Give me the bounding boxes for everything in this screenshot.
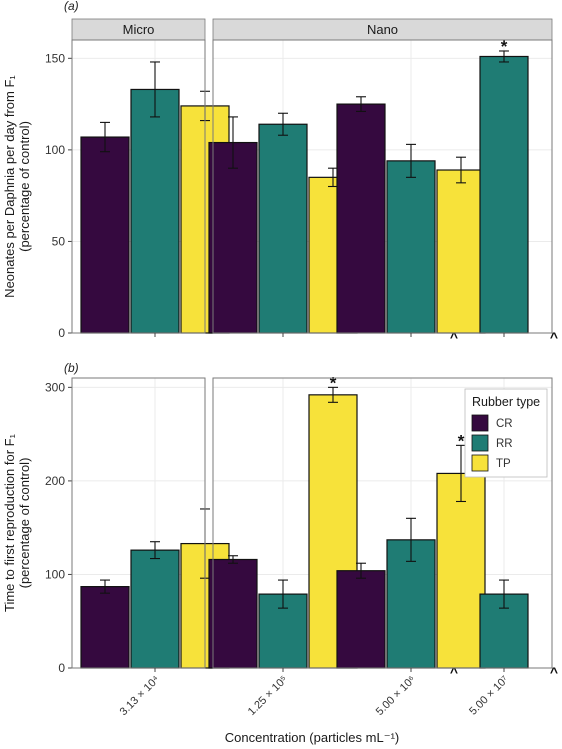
panel-label: (b): [64, 361, 79, 375]
legend-title: Rubber type: [472, 395, 540, 409]
bar-cr-2: [208, 141, 258, 334]
x-axis-title: Concentration (particles mL⁻¹): [225, 730, 399, 745]
bar-cr-3: [336, 570, 386, 669]
y-tick-label: 50: [52, 234, 66, 248]
bar-cr-1: [80, 586, 130, 669]
bar-cr-1: [80, 136, 130, 334]
y-axis-title-line: (percentage of control): [17, 121, 32, 252]
legend-label-cr: CR: [496, 418, 513, 430]
x-tick-label-2: 1.25 × 10⁵: [246, 674, 290, 718]
legend: Rubber type CR RR TP: [464, 388, 548, 478]
y-axis-title-line: Time to first reproduction for F₁: [2, 433, 17, 612]
y-axis-title-line: (percentage of control): [17, 458, 32, 589]
legend-label-rr: RR: [496, 438, 513, 450]
bar-rr-4: [479, 55, 529, 334]
y-tick-label: 200: [45, 474, 65, 488]
legend-label-tp: TP: [496, 458, 511, 470]
facet-strip-label: Micro: [123, 22, 155, 37]
bar-tp-3: [436, 472, 486, 669]
legend-swatch-rr: [471, 434, 489, 452]
significance-marker: *: [330, 373, 337, 392]
y-tick-label: 0: [58, 326, 65, 340]
bar-rr-1: [130, 88, 180, 334]
x-axis: 3.13 × 10⁴ 1.25 × 10⁵ 5.00 × 10⁶ 5.00 × 10⁷…: [118, 673, 511, 745]
bar-rr-2: [258, 123, 308, 334]
panel-frame: [71, 39, 206, 334]
x-tick-label-4: 5.00 × 10⁷: [467, 674, 511, 718]
no-data-marker: ^: [550, 664, 558, 680]
y-axis-title: Time to first reproduction for F₁(percen…: [2, 433, 32, 612]
no-data-marker: ^: [450, 664, 458, 680]
bar-cr-2: [208, 558, 258, 669]
y-axis-title: Neonates per Daphnia per day from F₁(per…: [2, 75, 32, 298]
x-tick-label-1: 3.13 × 10⁴: [118, 673, 163, 718]
facet-strip-label: Nano: [367, 22, 398, 37]
bar-tp-3: [436, 169, 486, 334]
legend-swatch-cr: [471, 414, 489, 432]
no-data-marker: ^: [450, 329, 458, 345]
panel-label: (a): [64, 0, 79, 13]
x-tick-label-3: 5.00 × 10⁶: [374, 674, 418, 718]
panel-a: (a) Micro Nano 0 50 100 150 Neonates per Daphni…: [2, 0, 558, 345]
y-tick-label: 100: [45, 567, 65, 581]
panel-frame: [71, 377, 206, 669]
panel-b: (b) 0 100 200 300 Time to first reproduction …: [2, 361, 558, 680]
bar-rr-1: [130, 549, 180, 669]
y-tick-label: 100: [45, 143, 65, 157]
significance-marker: *: [501, 37, 508, 56]
significance-marker: *: [458, 431, 465, 450]
y-axis-title-line: Neonates per Daphnia per day from F₁: [2, 75, 17, 298]
no-data-marker: ^: [550, 329, 558, 345]
y-tick-label: 150: [45, 51, 65, 65]
legend-swatch-tp: [471, 454, 489, 472]
y-tick-label: 0: [58, 661, 65, 675]
panel-frame: [212, 39, 553, 334]
bar-cr-3: [336, 103, 386, 334]
bar-rr-3: [386, 160, 436, 334]
panel-frame: [212, 377, 553, 669]
y-tick-label: 300: [45, 380, 65, 394]
